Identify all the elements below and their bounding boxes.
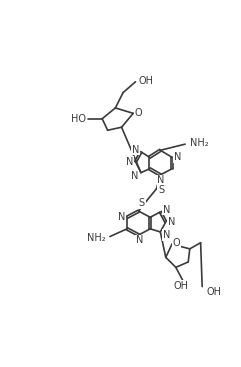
Text: N: N xyxy=(174,152,181,162)
Text: OH: OH xyxy=(139,76,154,86)
Text: N: N xyxy=(131,171,138,181)
Text: N: N xyxy=(163,204,170,215)
Text: N: N xyxy=(126,157,133,167)
Text: OH: OH xyxy=(206,287,221,297)
Text: N: N xyxy=(132,145,139,155)
Text: N: N xyxy=(118,212,125,222)
Text: NH₂: NH₂ xyxy=(190,138,208,148)
Text: HO: HO xyxy=(71,114,86,124)
Text: O: O xyxy=(173,238,181,248)
Text: N: N xyxy=(136,235,143,246)
Text: N: N xyxy=(163,230,170,240)
Text: OH: OH xyxy=(174,281,189,291)
Text: S: S xyxy=(158,185,164,195)
Text: S: S xyxy=(139,199,145,208)
Text: N: N xyxy=(168,217,176,227)
Text: NH₂: NH₂ xyxy=(87,233,105,243)
Text: O: O xyxy=(135,108,142,117)
Text: N: N xyxy=(157,175,165,185)
